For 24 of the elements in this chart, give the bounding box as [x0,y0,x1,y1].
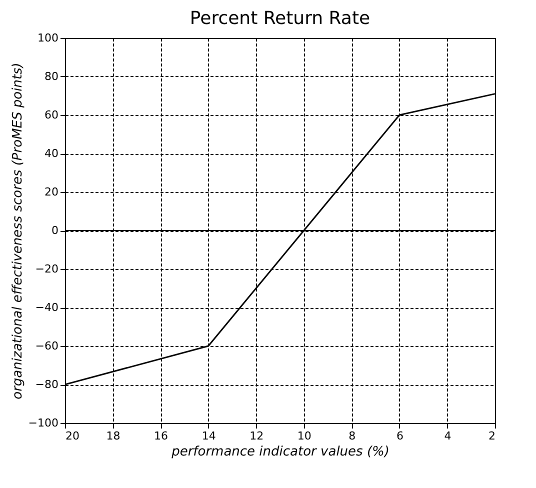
y-tick-label: 60 [44,108,58,122]
x-tick-label: 14 [202,430,216,442]
x-tick-label: 10 [297,430,312,442]
y-tick-label: 100 [38,32,58,44]
y-tick-label: −60 [35,340,58,352]
y-tick-label: −80 [35,378,58,391]
x-tick-label: 2 [488,430,496,442]
x-tick-label: 16 [154,430,168,442]
x-axis-title: performance indicator values (%) [170,444,390,460]
y-tick-label: −100 [28,416,58,430]
x-tick-label: 8 [348,430,356,442]
x-tick-label: 12 [250,430,264,442]
y-tick-label: 80 [44,70,58,83]
y-tick-label: 0 [52,224,58,237]
y-tick-label: 20 [44,186,58,198]
y-axis-title: organizational effectiveness scores (ProMES points) [10,62,26,400]
x-tick-label: 20 [66,430,80,442]
y-tick-label: −20 [35,262,58,276]
y-tick-label: −40 [35,301,58,314]
y-tick-label: 40 [44,147,58,160]
x-tick-label: 6 [396,430,404,442]
x-tick-label: 4 [444,430,452,442]
chart-title: Percent Return Rate [190,8,370,29]
x-tick-label: 18 [106,430,120,442]
